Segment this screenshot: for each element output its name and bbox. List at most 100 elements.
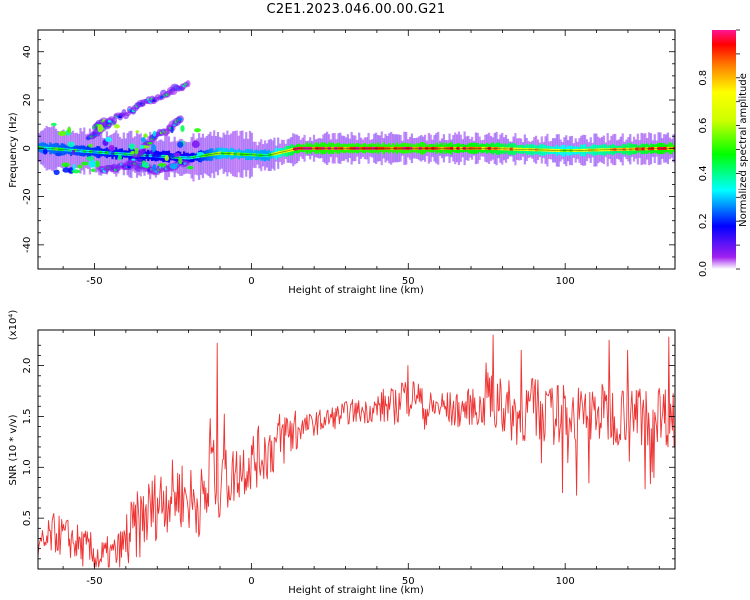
heat-cell [71, 169, 81, 174]
heat-cell [62, 167, 70, 173]
heat-cell [141, 162, 150, 168]
heat-cell [92, 131, 96, 135]
heat-cell [55, 152, 62, 157]
spectrogram-y-tick-label: 40 [22, 45, 33, 58]
snr-y-scale-label: (x10⁴) [8, 310, 19, 341]
heat-cell [187, 165, 194, 170]
snr-y-tick-label: 0.5 [22, 510, 33, 526]
snr-panel: -50 0 50 100 0.5 1.0 1.5 2.0 Height of straight… [8, 310, 676, 596]
snr-x-tick-label: 0 [248, 576, 254, 587]
heat-cell [77, 164, 83, 169]
snr-series-layer [38, 334, 675, 568]
snr-y-tick-label: 2.0 [22, 358, 33, 374]
heat-cell [153, 151, 162, 158]
spectrogram-frame [37, 29, 676, 270]
heat-cell [196, 152, 205, 156]
heat-cell [136, 158, 144, 163]
spectrogram-y-tick-label: -40 [22, 237, 33, 253]
heat-cell [148, 141, 153, 145]
heat-cell [173, 152, 181, 157]
dominant-frequency-trace [38, 147, 675, 159]
spectrogram-ticks: -50 0 50 100 -40 -20 0 20 40 [22, 30, 675, 287]
spectrogram-y-tick-label: -20 [22, 188, 33, 204]
colorbar-label: Normalized spectral amplitude [738, 73, 749, 227]
heat-cell [105, 136, 112, 143]
spectrogram-x-tick-label: -50 [86, 276, 102, 287]
heat-cell [135, 130, 139, 134]
snr-ticks: -50 0 50 100 0.5 1.0 1.5 2.0 [22, 330, 675, 587]
snr-y-tick-label: 1.0 [22, 459, 33, 475]
colorbar-tick-label: 0.2 [698, 213, 709, 229]
spectrogram-y-tick-label: 20 [22, 94, 33, 107]
heat-cell [170, 125, 174, 134]
heat-cell [143, 133, 148, 138]
spectrogram-x-tick-label: 50 [402, 276, 415, 287]
heat-cell [139, 147, 147, 153]
heat-cell [90, 168, 96, 172]
heat-cell [97, 124, 104, 133]
spectrogram-panel: -50 0 50 100 -40 -20 0 20 40 Height of straight … [8, 29, 676, 296]
snr-frame [37, 329, 676, 570]
heat-cell [72, 163, 76, 171]
colorbar-tick-label: 0.4 [698, 165, 709, 181]
spectrogram-x-axis-label: Height of straight line (km) [288, 285, 424, 296]
heat-cell [139, 144, 145, 150]
snr-x-tick-label: 50 [402, 576, 415, 587]
colorbar-tick-label: 0.6 [698, 118, 709, 134]
colorbar-ticks: 0.0 0.2 0.4 0.6 0.8 [698, 29, 740, 277]
heat-cell [53, 169, 60, 176]
heat-cell [81, 161, 89, 166]
heat-cell [61, 162, 70, 167]
spectrogram-y-axis-label: Frequency (Hz) [8, 112, 19, 188]
heat-cell [95, 160, 100, 168]
heat-cell [152, 130, 157, 137]
heat-cell [57, 130, 67, 137]
heat-cell [178, 157, 183, 165]
heat-cell [194, 128, 201, 133]
snr-y-tick-label: 1.5 [22, 408, 33, 424]
spectrogram-y-tick-label: 0 [22, 145, 33, 151]
colorbar: 0.0 0.2 0.4 0.6 0.8 Normalized spectral ampl… [698, 29, 749, 277]
heat-cell [151, 144, 157, 153]
heat-cell [71, 149, 76, 155]
heat-cell [43, 148, 48, 155]
snr-plot-area [38, 330, 675, 569]
snr-x-axis-label: Height of straight line (km) [288, 585, 424, 596]
colorbar-tick-label: 0.0 [698, 261, 709, 277]
heat-cell [178, 117, 183, 121]
spectrogram-heatmap [38, 80, 675, 182]
heat-cell [152, 164, 157, 171]
heat-cell [140, 137, 146, 143]
snr-x-tick-label: -50 [86, 576, 102, 587]
spectrogram-x-tick-label: 100 [556, 276, 575, 287]
heat-cell [67, 141, 75, 148]
colorbar-gradient [712, 30, 736, 269]
spectrogram-x-tick-label: 0 [248, 276, 254, 287]
colorbar-tick-label: 0.8 [698, 70, 709, 86]
heat-cell [117, 154, 122, 161]
chart-title: C2E1.2023.046.00.00.G21 [266, 2, 446, 17]
heat-cell [88, 159, 97, 168]
heat-cell [185, 80, 191, 88]
heat-cell [164, 155, 169, 162]
heat-cell [169, 163, 178, 170]
heat-cell [180, 125, 185, 132]
heat-cell [86, 156, 95, 161]
heat-cell [134, 147, 139, 155]
snr-y-axis-label: SNR (10 * v/v) [8, 414, 19, 485]
snr-x-tick-label: 100 [556, 576, 575, 587]
heat-cell [177, 141, 184, 148]
snr-series-line [38, 334, 675, 568]
heat-cell [88, 143, 93, 148]
heat-cell [108, 116, 115, 121]
heat-cell [128, 143, 136, 150]
heat-cell [157, 163, 167, 167]
heat-cell [50, 122, 57, 127]
heat-cell [191, 140, 200, 149]
heat-cell [184, 160, 191, 166]
heat-cell [67, 126, 72, 134]
heat-cell [108, 144, 115, 152]
heat-cell [114, 124, 120, 129]
heat-cell [130, 150, 135, 155]
